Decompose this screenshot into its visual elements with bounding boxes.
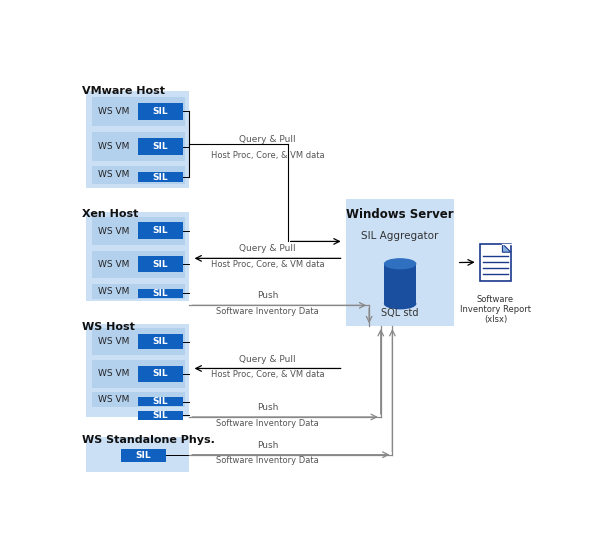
Text: SIL: SIL [153, 173, 168, 182]
FancyBboxPatch shape [121, 449, 166, 461]
Text: SIL: SIL [153, 259, 168, 269]
FancyBboxPatch shape [138, 103, 183, 120]
Text: WS Host: WS Host [82, 322, 136, 332]
Text: SIL: SIL [153, 397, 168, 406]
Text: Software Inventory Data: Software Inventory Data [216, 456, 319, 465]
Text: WS VM: WS VM [98, 142, 130, 151]
Text: Host Proc, Core, & VM data: Host Proc, Core, & VM data [211, 260, 324, 269]
FancyBboxPatch shape [138, 289, 183, 297]
Text: WS VM: WS VM [98, 395, 130, 404]
FancyBboxPatch shape [86, 212, 189, 301]
FancyBboxPatch shape [86, 91, 189, 188]
FancyBboxPatch shape [93, 132, 186, 161]
Text: SIL: SIL [153, 289, 168, 298]
Text: WS VM: WS VM [98, 107, 130, 116]
Text: Software Inventory Data: Software Inventory Data [216, 419, 319, 428]
Polygon shape [503, 244, 511, 252]
Text: SIL: SIL [136, 451, 152, 459]
FancyBboxPatch shape [93, 392, 186, 407]
Text: WS VM: WS VM [98, 227, 130, 235]
Text: Xen Host: Xen Host [82, 209, 139, 219]
FancyBboxPatch shape [86, 437, 189, 472]
FancyBboxPatch shape [93, 360, 186, 388]
Text: SIL Aggregator: SIL Aggregator [361, 231, 439, 241]
FancyBboxPatch shape [93, 96, 186, 126]
FancyBboxPatch shape [138, 366, 183, 382]
FancyBboxPatch shape [346, 199, 454, 326]
FancyBboxPatch shape [138, 172, 183, 182]
Text: Host Proc, Core, & VM data: Host Proc, Core, & VM data [211, 370, 324, 379]
Text: Query & Pull: Query & Pull [239, 244, 296, 254]
FancyBboxPatch shape [480, 244, 511, 281]
FancyBboxPatch shape [138, 138, 183, 155]
Text: WS VM: WS VM [98, 369, 130, 378]
Text: WS VM: WS VM [98, 337, 130, 346]
FancyBboxPatch shape [138, 256, 183, 272]
FancyBboxPatch shape [138, 334, 183, 349]
Text: Software Inventory Data: Software Inventory Data [216, 307, 319, 316]
Text: Software
Inventory Report
(xlsx): Software Inventory Report (xlsx) [460, 295, 531, 324]
Text: SIL: SIL [153, 337, 168, 346]
Text: WS VM: WS VM [98, 170, 130, 180]
Text: Windows Server: Windows Server [346, 208, 454, 221]
Text: WS Standalone Phys.: WS Standalone Phys. [82, 435, 216, 445]
Text: Host Proc, Core, & VM data: Host Proc, Core, & VM data [211, 151, 324, 160]
FancyBboxPatch shape [93, 329, 186, 355]
FancyBboxPatch shape [93, 251, 186, 278]
FancyBboxPatch shape [138, 397, 183, 406]
Text: SIL: SIL [153, 226, 168, 235]
Text: WS VM: WS VM [98, 260, 130, 269]
Text: Push: Push [257, 403, 278, 412]
Text: SIL: SIL [153, 411, 168, 420]
FancyBboxPatch shape [93, 284, 186, 299]
FancyBboxPatch shape [384, 264, 416, 304]
Text: SIL: SIL [153, 107, 168, 116]
Text: SIL: SIL [153, 142, 168, 151]
Text: WS VM: WS VM [98, 287, 130, 296]
Ellipse shape [384, 298, 416, 309]
Text: VMware Host: VMware Host [82, 86, 165, 96]
FancyBboxPatch shape [138, 222, 183, 239]
Ellipse shape [384, 258, 416, 270]
Text: Query & Pull: Query & Pull [239, 135, 296, 144]
Text: Push: Push [257, 292, 278, 300]
FancyBboxPatch shape [93, 217, 186, 245]
FancyBboxPatch shape [86, 324, 189, 417]
Text: SIL: SIL [153, 369, 168, 378]
Text: Query & Pull: Query & Pull [239, 354, 296, 363]
FancyBboxPatch shape [93, 166, 186, 184]
FancyBboxPatch shape [138, 411, 183, 420]
Text: SQL std: SQL std [381, 308, 419, 318]
Text: Push: Push [257, 441, 278, 450]
